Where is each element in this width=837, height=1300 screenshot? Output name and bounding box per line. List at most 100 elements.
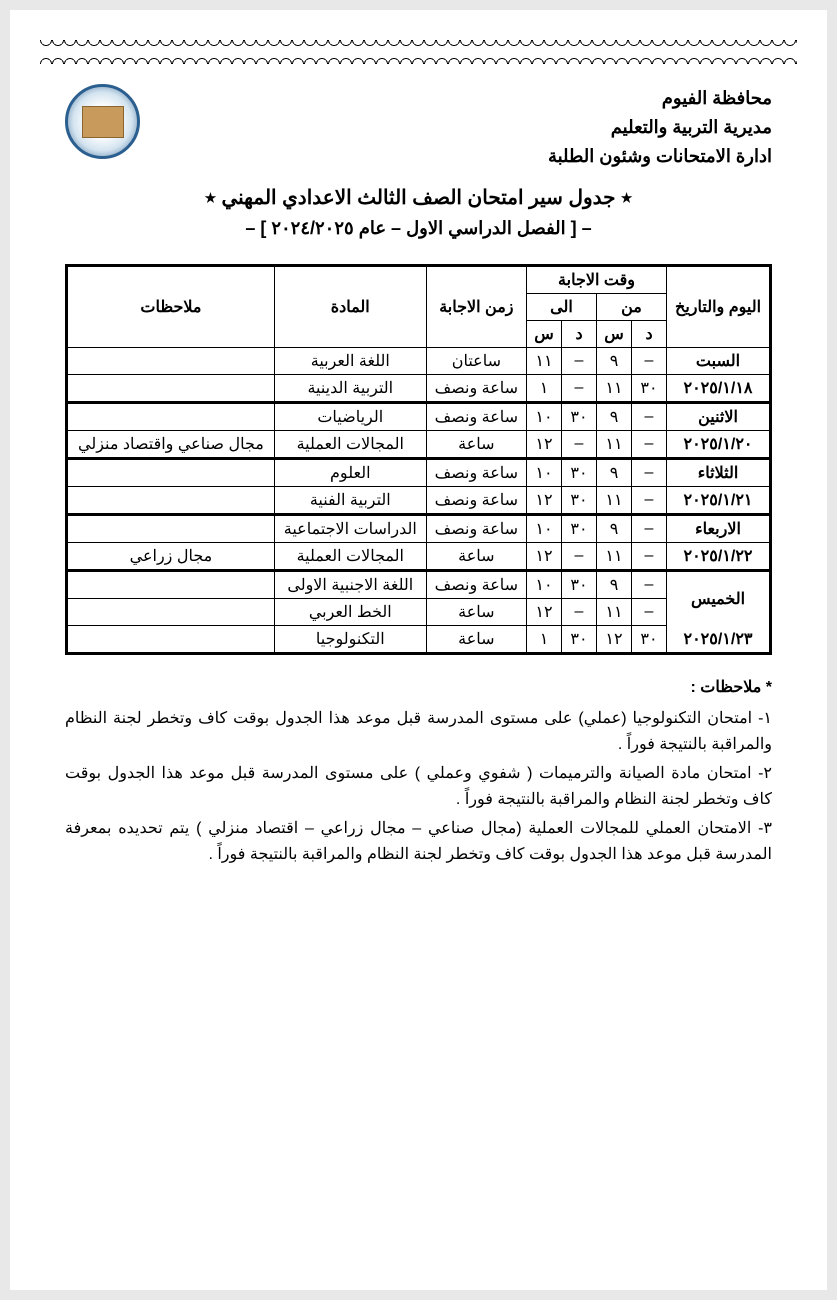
cell: مجال صناعي واقتصاد منزلي	[67, 431, 275, 459]
table-row: ٢٠٢٥/١/٢٠ – ١١ – ١٢ ساعة المجالات العملي…	[67, 431, 771, 459]
table-row: الخميس – ٩ ٣٠ ١٠ ساعة ونصف اللغة الاجنبي…	[67, 571, 771, 599]
table-row: الثلاثاء – ٩ ٣٠ ١٠ ساعة ونصف العلوم	[67, 459, 771, 487]
cell: ١٠	[527, 459, 562, 487]
table-row: الاثنين – ٩ ٣٠ ١٠ ساعة ونصف الرياضيات	[67, 403, 771, 431]
cell: ساعة ونصف	[426, 375, 526, 403]
cell: ٣٠	[632, 626, 667, 654]
cell: ١	[527, 375, 562, 403]
cell	[67, 571, 275, 599]
cell: ساعة ونصف	[426, 515, 526, 543]
directorate-line: مديرية التربية والتعليم	[548, 113, 772, 142]
cell: ٩	[597, 348, 632, 375]
col-day-date: اليوم والتاريخ	[667, 266, 771, 348]
col-to-s: س	[527, 321, 562, 348]
col-notes: ملاحظات	[67, 266, 275, 348]
cell	[67, 515, 275, 543]
day-cell: الثلاثاء	[667, 459, 771, 487]
cell: ٣٠	[562, 626, 597, 654]
cell: ١٠	[527, 515, 562, 543]
cell: ٣٠	[562, 487, 597, 515]
day-cell: الاربعاء	[667, 515, 771, 543]
semester-subtitle: – [ الفصل الدراسي الاول – عام ٢٠٢٤/٢٠٢٥ …	[65, 218, 772, 239]
cell: ٩	[597, 403, 632, 431]
cell: –	[562, 431, 597, 459]
table-row: – ١١ – ١٢ ساعة الخط العربي	[67, 599, 771, 626]
cell: الدراسات الاجتماعية	[274, 515, 426, 543]
cell: ساعة	[426, 543, 526, 571]
cell: ١١	[597, 431, 632, 459]
cell: المجالات العملية	[274, 543, 426, 571]
col-subject: المادة	[274, 266, 426, 348]
cell: ساعة ونصف	[426, 487, 526, 515]
date-cell: ٢٠٢٥/١/٢٣	[667, 626, 771, 654]
header-row: محافظة الفيوم مديرية التربية والتعليم اد…	[65, 84, 772, 170]
cell: التربية الدينية	[274, 375, 426, 403]
cell: ١١	[527, 348, 562, 375]
cell: العلوم	[274, 459, 426, 487]
cell: ٩	[597, 571, 632, 599]
cell: ٣٠	[562, 571, 597, 599]
cell	[67, 459, 275, 487]
col-from-d: د	[632, 321, 667, 348]
cell: مجال زراعي	[67, 543, 275, 571]
cell: –	[632, 599, 667, 626]
cell: ٩	[597, 459, 632, 487]
cell: ١	[527, 626, 562, 654]
cell: –	[562, 348, 597, 375]
cell: –	[562, 599, 597, 626]
cell: ٣٠	[562, 459, 597, 487]
cell: –	[562, 375, 597, 403]
cell: ١١	[597, 487, 632, 515]
cell: ١٢	[527, 431, 562, 459]
cell	[67, 599, 275, 626]
department-line: ادارة الامتحانات وشئون الطلبة	[548, 142, 772, 171]
cell: اللغة العربية	[274, 348, 426, 375]
cell: ١٠	[527, 571, 562, 599]
day-cell: الخميس	[667, 571, 771, 626]
cell: ١١	[597, 543, 632, 571]
date-cell: ٢٠٢٥/١/٢١	[667, 487, 771, 515]
cell	[67, 403, 275, 431]
cell: التكنولوجيا	[274, 626, 426, 654]
cell: ساعة	[426, 626, 526, 654]
table-row: ٢٠٢٥/١/٢٢ – ١١ – ١٢ ساعة المجالات العملي…	[67, 543, 771, 571]
cell: –	[632, 403, 667, 431]
cell: ساعتان	[426, 348, 526, 375]
cell: –	[632, 459, 667, 487]
cell: ١١	[597, 599, 632, 626]
cell: –	[632, 487, 667, 515]
document-page: محافظة الفيوم مديرية التربية والتعليم اد…	[10, 10, 827, 1290]
col-to: الى	[527, 294, 597, 321]
cell: ١٢	[527, 543, 562, 571]
cell: –	[632, 515, 667, 543]
table-row: ٢٠٢٥/١/١٨ ٣٠ ١١ – ١ ساعة ونصف التربية ال…	[67, 375, 771, 403]
cell: ١٠	[527, 403, 562, 431]
cell	[67, 375, 275, 403]
cell: ساعة ونصف	[426, 571, 526, 599]
cell: الخط العربي	[274, 599, 426, 626]
cell: ٣٠	[562, 515, 597, 543]
col-from: من	[597, 294, 667, 321]
cell: –	[632, 348, 667, 375]
content-area: محافظة الفيوم مديرية التربية والتعليم اد…	[40, 64, 797, 1284]
date-cell: ٢٠٢٥/١/٢٠	[667, 431, 771, 459]
note-item: ١- امتحان التكنولوجيا (عملي) على مستوى ا…	[65, 706, 772, 757]
table-row: الاربعاء – ٩ ٣٠ ١٠ ساعة ونصف الدراسات ال…	[67, 515, 771, 543]
cell: ١٢	[597, 626, 632, 654]
notes-title: * ملاحظات :	[65, 675, 772, 701]
col-to-d: د	[562, 321, 597, 348]
table-row: ٢٠٢٥/١/٢٣ ٣٠ ١٢ ٣٠ ١ ساعة التكنولوجيا	[67, 626, 771, 654]
table-body: السبت – ٩ – ١١ ساعتان اللغة العربية ٢٠٢٥…	[67, 348, 771, 654]
cell: ساعة ونصف	[426, 459, 526, 487]
ministry-logo-icon	[65, 84, 140, 159]
date-cell: ٢٠٢٥/١/١٨	[667, 375, 771, 403]
cell: ٩	[597, 515, 632, 543]
header-text: محافظة الفيوم مديرية التربية والتعليم اد…	[548, 84, 772, 170]
cell: –	[632, 571, 667, 599]
cell: ساعة	[426, 431, 526, 459]
schedule-title: ٭ جدول سير امتحان الصف الثالث الاعدادي ا…	[65, 185, 772, 210]
cell: –	[632, 431, 667, 459]
cell: ١١	[597, 375, 632, 403]
title-block: ٭ جدول سير امتحان الصف الثالث الاعدادي ا…	[65, 185, 772, 239]
border-decoration	[40, 40, 797, 52]
